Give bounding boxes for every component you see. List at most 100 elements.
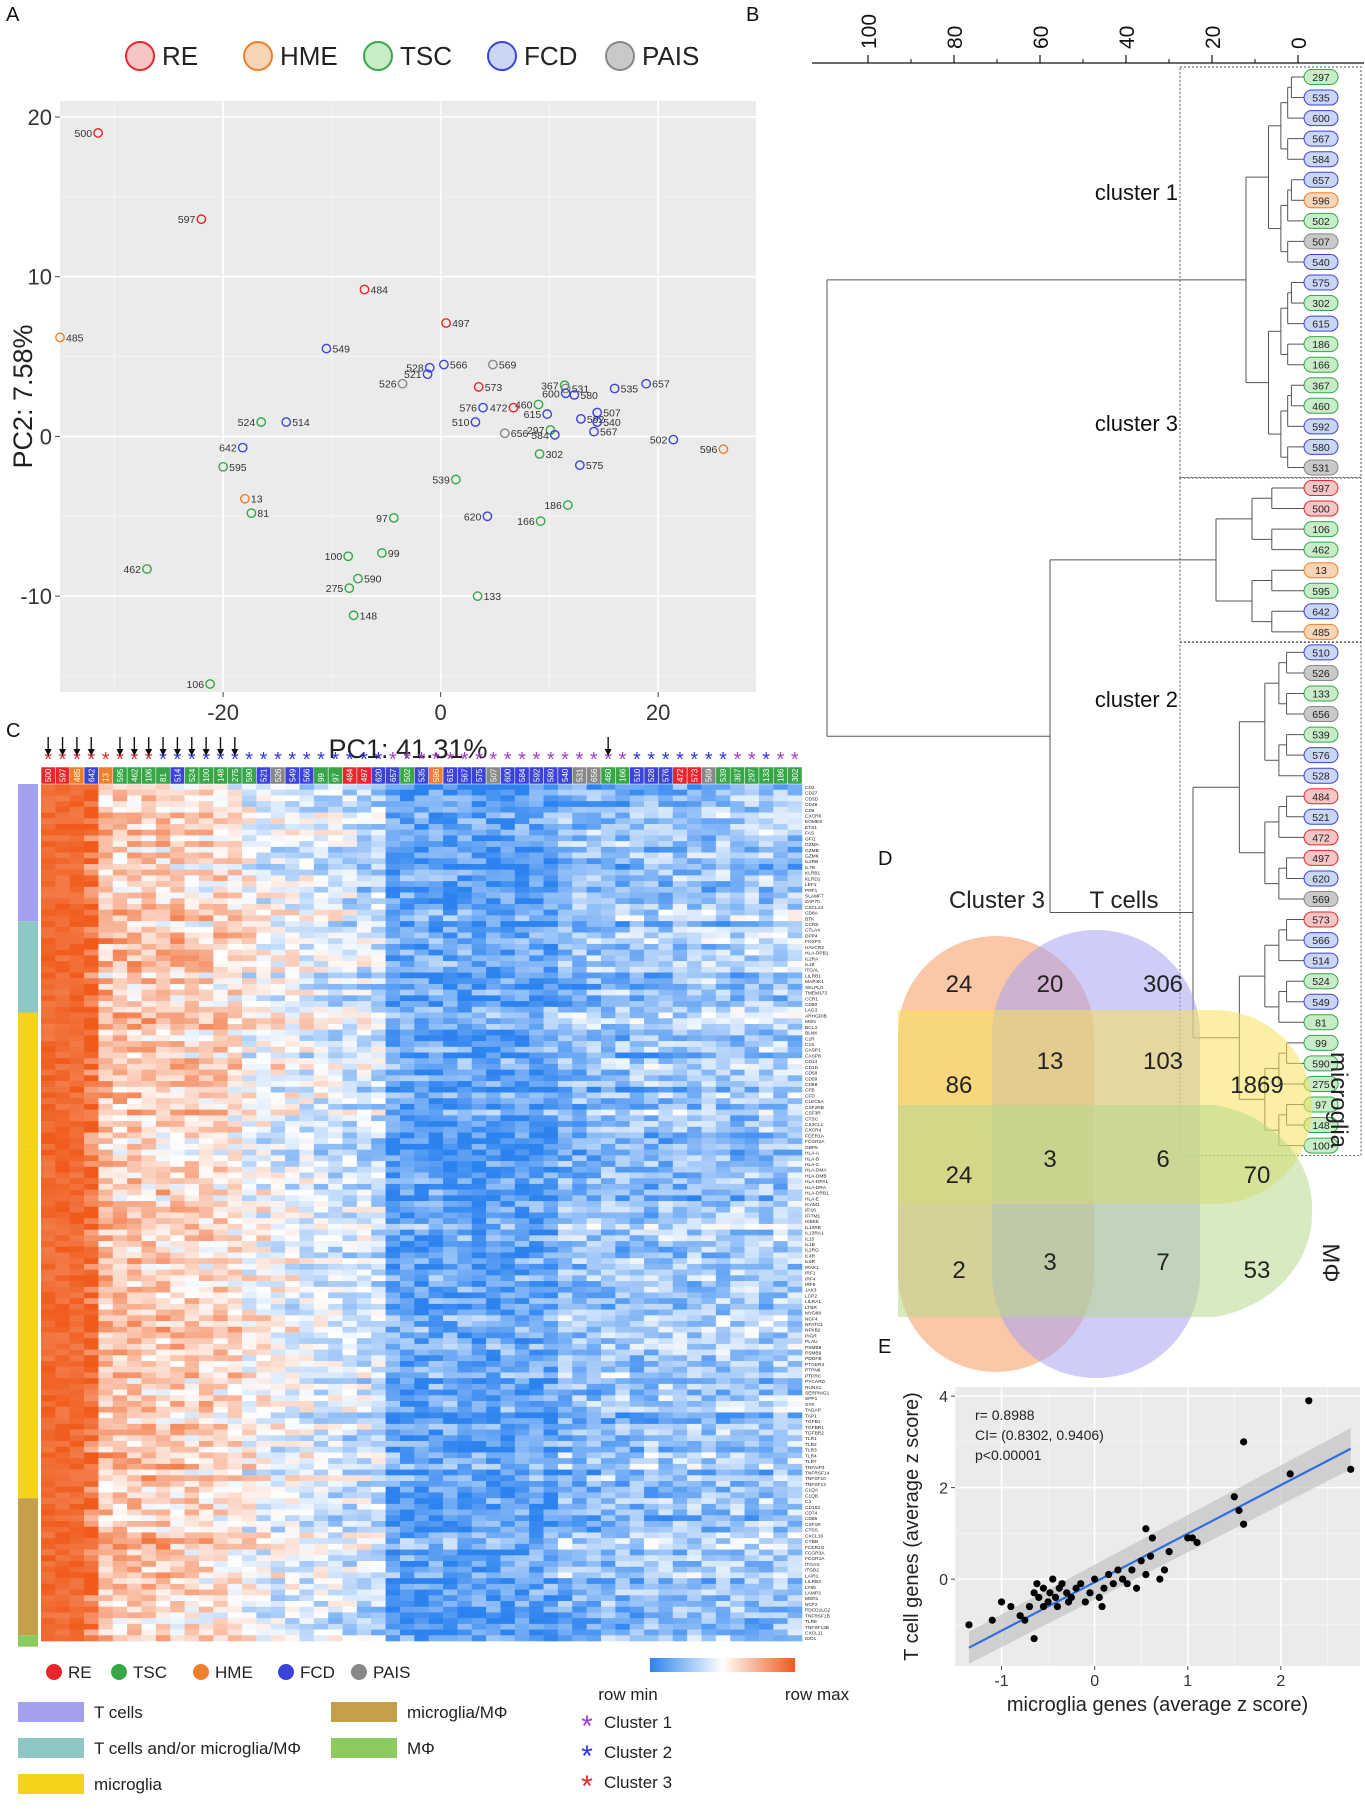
heatmap-cell xyxy=(371,1155,386,1162)
heatmap-cell xyxy=(529,1143,544,1150)
heatmap-cell xyxy=(84,1235,99,1242)
heatmap-cell xyxy=(414,955,429,962)
heatmap-cell xyxy=(629,1052,645,1059)
heatmap-cell xyxy=(486,1126,501,1133)
heatmap-cell xyxy=(428,1115,444,1122)
heatmap-cell xyxy=(55,1263,71,1270)
heatmap-cell xyxy=(55,1155,71,1162)
heatmap-cell xyxy=(198,1143,214,1150)
heatmap-cell xyxy=(471,926,487,933)
heatmap-cell xyxy=(256,1258,272,1265)
heatmap-cell xyxy=(572,995,587,1002)
heatmap-cell xyxy=(457,1178,473,1185)
heatmap-cell xyxy=(328,1041,343,1048)
heatmap-cell xyxy=(773,858,788,865)
heatmap-cell xyxy=(198,1149,214,1156)
heatmap-cell xyxy=(242,898,257,905)
heatmap-cell xyxy=(213,1046,228,1053)
heatmap-cell xyxy=(572,898,587,905)
heatmap-cell xyxy=(198,903,214,910)
heatmap-cell xyxy=(41,1138,56,1145)
heatmap-panel: 500*597*485*642*13*595*462*106*81*514*52… xyxy=(18,737,850,1803)
heatmap-cell xyxy=(486,1246,501,1253)
heatmap-cell xyxy=(572,823,587,830)
heatmap-cell xyxy=(543,818,559,825)
heatmap-cell xyxy=(629,1023,645,1030)
heatmap-cell xyxy=(356,1075,372,1082)
heatmap-cell xyxy=(600,961,616,968)
heatmap-cell xyxy=(629,1029,645,1036)
heatmap-cell xyxy=(198,806,214,813)
heatmap-cell xyxy=(184,1052,200,1059)
heatmap-cell xyxy=(787,943,803,950)
heatmap-cell xyxy=(557,846,573,853)
heatmap-cell xyxy=(41,1155,56,1162)
heatmap-cell xyxy=(744,1138,760,1145)
heatmap-cell xyxy=(557,966,573,973)
heatmap-cell xyxy=(127,795,142,802)
heatmap-cell xyxy=(285,1001,300,1008)
dendrogram-leaf-label: 497 xyxy=(1312,853,1330,865)
heatmap-cell xyxy=(256,875,272,882)
heatmap-cell xyxy=(787,1069,803,1076)
heatmap-cell xyxy=(600,1166,616,1173)
heatmap-cell xyxy=(141,1178,157,1185)
heatmap-cell xyxy=(98,915,114,922)
heatmap-cell xyxy=(98,1018,114,1025)
heatmap-cell xyxy=(356,1143,372,1150)
heatmap-cell xyxy=(672,1218,688,1225)
heatmap-cell xyxy=(371,1189,386,1196)
heatmap-cell xyxy=(127,1069,142,1076)
heatmap-cell xyxy=(758,846,774,853)
heatmap-cell xyxy=(299,1235,315,1242)
heatmap-cell xyxy=(629,995,645,1002)
heatmap-cell xyxy=(672,795,688,802)
heatmap-cell xyxy=(342,1121,358,1128)
heatmap-cell xyxy=(155,886,171,893)
heatmap-cell xyxy=(443,795,458,802)
heatmap-cell xyxy=(730,1223,745,1230)
heatmap-cell xyxy=(687,1103,702,1110)
heatmap-cell xyxy=(615,858,630,865)
heatmap-cell xyxy=(69,1126,85,1133)
heatmap-cell xyxy=(600,1258,616,1265)
pca-point-label: 460 xyxy=(515,399,533,411)
heatmap-cell xyxy=(600,863,616,870)
heatmap-cell xyxy=(55,903,71,910)
dendrogram-axis-label: 40 xyxy=(1116,26,1139,49)
heatmap-cell xyxy=(98,921,114,928)
heatmap-cell xyxy=(773,1058,788,1065)
heatmap-cell xyxy=(744,1092,760,1099)
heatmap-cell xyxy=(787,1012,803,1019)
heatmap-cell xyxy=(385,961,401,968)
heatmap-cell xyxy=(672,966,688,973)
heatmap-cell xyxy=(385,943,401,950)
heatmap-cell xyxy=(773,1138,788,1145)
heatmap-cell xyxy=(586,841,602,848)
heatmap-cell xyxy=(730,1189,745,1196)
heatmap-cell xyxy=(270,1086,286,1093)
heatmap-cell xyxy=(55,818,71,825)
heatmap-cell xyxy=(514,1143,530,1150)
heatmap-cell xyxy=(471,841,487,848)
heatmap-cell xyxy=(758,863,774,870)
heatmap-cell xyxy=(687,1098,702,1105)
heatmap-cell xyxy=(457,886,473,893)
heatmap-cell xyxy=(471,1052,487,1059)
heatmap-cell xyxy=(155,1183,171,1190)
heatmap-cell xyxy=(672,1063,688,1070)
heatmap-cell xyxy=(184,1155,200,1162)
heatmap-cell xyxy=(184,1063,200,1070)
heatmap-cell xyxy=(270,978,286,985)
heatmap-cell xyxy=(600,789,616,796)
heatmap-cell xyxy=(170,1166,185,1173)
heatmap-cell xyxy=(773,983,788,990)
heatmap-cell xyxy=(500,1109,516,1116)
heatmap-cell xyxy=(428,892,444,899)
heatmap-cell xyxy=(500,1263,516,1270)
heatmap-cell xyxy=(213,932,228,939)
heatmap-cell xyxy=(227,1223,243,1230)
heatmap-cell xyxy=(557,1195,573,1202)
heatmap-cell xyxy=(285,1241,300,1248)
heatmap-cell xyxy=(242,795,257,802)
